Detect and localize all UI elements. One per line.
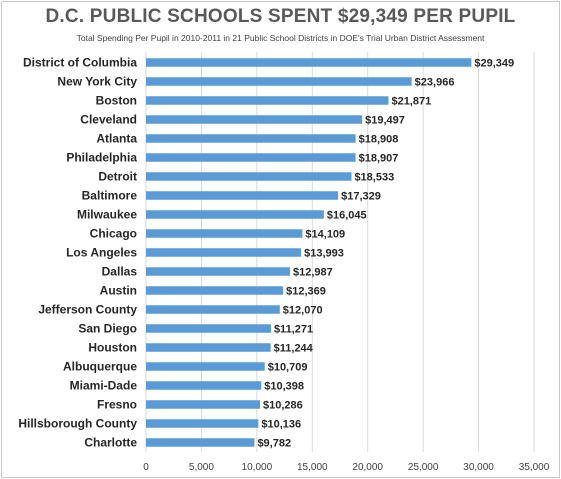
bar [146,438,255,447]
data-label: $11,271 [274,324,313,336]
chart-title: D.C. PUBLIC SCHOOLS SPENT $29,349 PER PU… [45,6,516,27]
x-tick-label: 15,000 [297,462,328,473]
data-label: $21,871 [391,96,431,108]
bar [146,248,302,257]
data-label: $18,907 [359,153,399,165]
bar [146,153,356,162]
category-label: New York City [57,75,137,89]
data-label: $10,286 [263,400,303,412]
bar [146,343,271,352]
category-label: Detroit [98,170,137,184]
category-label: Baltimore [82,189,138,203]
data-label: $29,349 [474,58,514,70]
data-label: $13,993 [304,248,344,260]
bar [146,96,389,105]
category-label: Houston [88,341,137,355]
bar [146,286,284,295]
chart-subtitle: Total Spending Per Pupil in 2010-2011 in… [76,33,485,43]
category-label: Dallas [102,265,138,279]
category-label: Cleveland [80,113,137,127]
bar [146,210,324,219]
category-label: Fresno [97,398,137,412]
category-label: Hillsborough County [18,417,137,431]
data-label: $16,045 [327,210,367,222]
x-tick-label: 10,000 [242,462,273,473]
data-label: $11,244 [274,343,314,355]
category-label: Chicago [90,227,137,241]
category-label: Milwaukee [77,208,137,222]
x-tick-label: 20,000 [352,462,383,473]
x-tick-label: 30,000 [463,462,494,473]
bar [146,381,262,390]
bar [146,324,271,333]
bar [146,362,265,371]
bar [146,172,352,181]
bar [146,58,472,67]
category-label: Miami-Dade [70,379,138,393]
category-label: Atlanta [96,132,137,146]
bar [146,400,261,409]
data-label: $10,136 [261,419,301,431]
data-label: $18,533 [354,172,394,184]
data-label: $12,070 [283,305,323,317]
bar [146,191,339,200]
category-label: District of Columbia [23,56,137,70]
x-tick-label: 35,000 [519,462,550,473]
data-label: $19,497 [365,115,405,127]
category-label: Jefferson County [38,303,137,317]
bar [146,267,290,276]
data-label: $23,966 [415,77,455,89]
x-tick-label: 5,000 [189,462,214,473]
data-label: $10,398 [264,381,304,393]
category-label: Boston [96,94,137,108]
bar [146,134,356,143]
data-label: $14,109 [305,229,345,241]
category-label: Philadelphia [66,151,137,165]
bar [146,115,363,124]
category-label: Los Angeles [66,246,137,260]
category-label: San Diego [78,322,137,336]
data-label: $17,329 [341,191,381,203]
bar [146,229,303,238]
category-label: Charlotte [84,436,137,450]
bar [146,419,259,428]
data-label: $12,987 [293,267,333,279]
bar [146,305,280,314]
data-label: $18,908 [359,134,399,146]
category-label: Austin [100,284,137,298]
data-label: $9,782 [257,438,291,450]
data-label: $10,709 [268,362,308,374]
category-label: Albuquerque [63,360,137,374]
x-tick-label: 0 [143,462,149,473]
x-tick-label: 25,000 [408,462,439,473]
data-label: $12,369 [286,286,326,298]
bar [146,77,412,86]
